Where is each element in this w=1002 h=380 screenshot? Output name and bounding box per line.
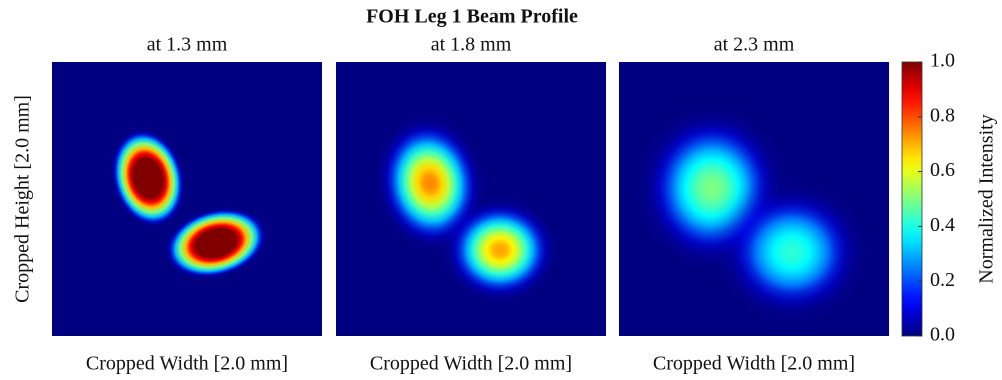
colorbar-label: Normalized Intensity (976, 114, 998, 283)
panel-subtitle: at 1.3 mm (147, 34, 228, 56)
colorbar-tick-label: 0.0 (930, 324, 955, 346)
x-axis-label: Cropped Width [2.0 mm] (653, 353, 855, 375)
intensity-blob (434, 190, 566, 310)
colorbar (902, 62, 922, 336)
chart-title: FOH Leg 1 Beam Profile (366, 6, 578, 28)
colorbar-tick-label: 0.4 (930, 214, 955, 236)
panel-subtitle: at 2.3 mm (714, 34, 795, 56)
colorbar-tick-label: 0.8 (930, 104, 955, 126)
colorbar-tick-label: 1.0 (930, 50, 955, 72)
heatmap-background (52, 62, 322, 336)
chart: FOH Leg 1 Beam Profile Cropped Height [2… (0, 0, 1002, 380)
intensity-blob (702, 168, 882, 336)
colorbar-tick-label: 0.2 (930, 269, 955, 291)
panel-subtitle: at 1.8 mm (431, 34, 512, 56)
y-axis-label: Cropped Height [2.0 mm] (12, 95, 34, 303)
x-axis-label: Cropped Width [2.0 mm] (86, 353, 288, 375)
x-axis-label: Cropped Width [2.0 mm] (370, 353, 572, 375)
colorbar-tick-label: 0.6 (930, 159, 955, 181)
